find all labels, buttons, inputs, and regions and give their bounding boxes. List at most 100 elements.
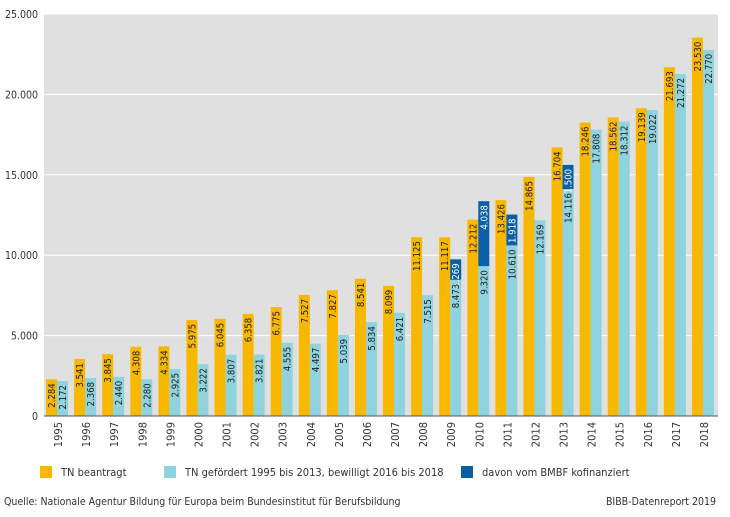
data-label-gefoerdert: 18.312 <box>620 126 631 156</box>
y-tick-label: 15.000 <box>5 170 38 182</box>
bar-gefoerdert <box>141 379 153 416</box>
x-tick-label: 2007 <box>389 422 402 447</box>
bar-beantragt <box>102 354 114 416</box>
data-label-gefoerdert: 3.222 <box>198 368 209 392</box>
data-label-gefoerdert: 22.770 <box>704 54 715 84</box>
data-label-beantragt: 21.693 <box>665 71 676 101</box>
bar-beantragt <box>551 147 563 417</box>
bar-beantragt <box>158 346 170 416</box>
bar-gefoerdert <box>562 189 574 416</box>
data-label-gefoerdert: 2.368 <box>86 382 97 406</box>
data-label-gefoerdert: 2.172 <box>58 385 69 409</box>
x-tick-label: 2002 <box>249 422 262 447</box>
data-label-gefoerdert: 10.610 <box>507 249 518 279</box>
bar-gefoerdert <box>365 322 377 416</box>
data-label-beantragt: 8.099 <box>384 290 395 314</box>
bar-beantragt <box>298 294 310 416</box>
bar-gefoerdert <box>674 73 686 417</box>
bar-gefoerdert <box>590 129 602 417</box>
bar-kofinanziert <box>506 214 518 246</box>
bar-beantragt <box>383 285 395 416</box>
legend-label-beantragt: TN beantragt <box>61 465 127 479</box>
x-tick-label: 2006 <box>361 422 374 447</box>
legend-item-beantragt: TN beantragt <box>40 463 126 481</box>
bar-gefoerdert <box>281 342 293 416</box>
x-tick-label: 2008 <box>417 422 430 447</box>
bar-kofinanziert <box>478 201 490 267</box>
bar-beantragt <box>495 200 507 416</box>
bar-beantragt <box>242 313 254 416</box>
legend-item-gefoerdert: TN gefördert 1995 bis 2013, bewilligt 20… <box>164 463 444 481</box>
data-label-gefoerdert: 19.022 <box>648 114 659 144</box>
data-label-gefoerdert: 3.807 <box>227 359 238 383</box>
bar-gefoerdert <box>253 354 265 416</box>
x-tick-label: 2015 <box>614 422 627 447</box>
x-tick-label: 2011 <box>501 422 514 447</box>
bar-kofinanziert <box>450 259 462 280</box>
data-label-kofinanziert: 1.918 <box>507 219 518 243</box>
x-tick-label: 2012 <box>529 422 542 447</box>
data-label-beantragt: 3.541 <box>75 363 86 387</box>
bar-gefoerdert <box>113 376 125 416</box>
data-label-gefoerdert: 8.473 <box>451 284 462 308</box>
x-tick-label: 2001 <box>221 422 234 447</box>
bar-gefoerdert <box>450 279 462 416</box>
bar-gefoerdert <box>225 354 237 416</box>
data-label-beantragt: 23.530 <box>693 42 704 72</box>
data-label-beantragt: 12.212 <box>468 224 479 254</box>
data-label-beantragt: 14.865 <box>524 181 535 211</box>
data-label-beantragt: 19.139 <box>637 112 648 142</box>
bar-gefoerdert <box>85 377 97 416</box>
data-label-gefoerdert: 21.272 <box>676 78 687 108</box>
data-label-beantragt: 4.308 <box>131 351 142 375</box>
bar-beantragt <box>439 237 451 416</box>
bar-gefoerdert <box>478 266 490 416</box>
bar-gefoerdert <box>534 220 546 416</box>
bar-gefoerdert <box>169 368 181 416</box>
data-label-kofinanziert: 4.038 <box>479 205 490 229</box>
legend-item-kofinanziert: davon vom BMBF kofinanziert <box>461 463 630 481</box>
data-label-gefoerdert: 14.116 <box>564 193 575 223</box>
legend-swatch-kofinanziert <box>461 466 473 478</box>
legend-swatch-gefoerdert <box>164 466 176 478</box>
bar-gefoerdert <box>57 381 69 416</box>
x-tick-label: 2004 <box>305 422 318 447</box>
x-tick-label: 1995 <box>52 422 65 447</box>
data-label-beantragt: 16.704 <box>553 151 564 181</box>
data-label-gefoerdert: 2.925 <box>170 373 181 397</box>
data-label-kofinanziert: 1.500 <box>564 169 575 193</box>
data-label-gefoerdert: 4.497 <box>311 348 322 372</box>
x-tick-label: 1998 <box>136 422 149 447</box>
legend-label-kofinanziert: davon vom BMBF kofinanziert <box>482 465 630 479</box>
data-label-gefoerdert: 2.440 <box>114 381 125 405</box>
data-label-beantragt: 7.527 <box>300 299 311 323</box>
data-label-gefoerdert: 9.320 <box>479 270 490 294</box>
data-label-gefoerdert: 6.421 <box>395 317 406 341</box>
x-tick-label: 2016 <box>642 422 655 447</box>
x-tick-label: 2009 <box>445 422 458 447</box>
bar-gefoerdert <box>309 343 321 416</box>
data-label-gefoerdert: 2.280 <box>142 383 153 407</box>
legend-label-gefoerdert: TN gefördert 1995 bis 2013, bewilligt 20… <box>185 465 444 479</box>
x-tick-label: 2014 <box>586 422 599 447</box>
x-tick-label: 1997 <box>108 422 121 447</box>
bar-beantragt <box>326 290 338 416</box>
x-tick-label: 1996 <box>80 422 93 447</box>
bar-beantragt <box>74 359 86 416</box>
data-label-beantragt: 3.845 <box>103 358 114 382</box>
data-label-beantragt: 11.117 <box>440 241 451 271</box>
legend-swatch-beantragt <box>40 466 52 478</box>
bar-beantragt <box>270 307 282 416</box>
data-label-gefoerdert: 12.169 <box>535 224 546 254</box>
bar-beantragt <box>130 346 142 416</box>
data-label-gefoerdert: 5.834 <box>367 326 378 350</box>
bar-kofinanziert <box>562 164 574 190</box>
x-tick-label: 2003 <box>277 422 290 447</box>
bar-gefoerdert <box>618 121 630 417</box>
data-label-gefoerdert: 17.808 <box>592 134 603 164</box>
data-label-beantragt: 13.426 <box>496 204 507 234</box>
data-label-gefoerdert: 7.515 <box>423 299 434 323</box>
bar-beantragt <box>354 278 366 416</box>
legend: TN beantragt TN gefördert 1995 bis 2013,… <box>38 463 718 481</box>
bar-beantragt <box>411 237 423 416</box>
